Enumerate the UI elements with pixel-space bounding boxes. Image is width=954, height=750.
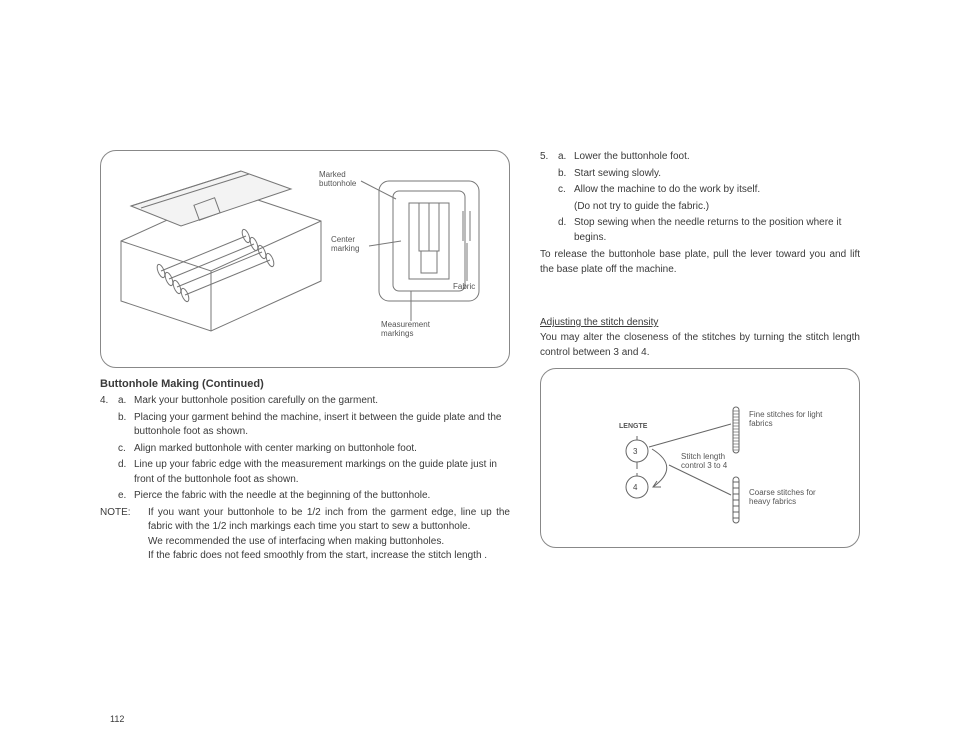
label-fabric: Fabric <box>453 283 475 292</box>
left-column: Marked buttonhole Center marking Fabric … <box>100 150 510 564</box>
sub-letter: d. <box>118 458 134 487</box>
sub-letter: a. <box>118 394 134 409</box>
sub-letter: e. <box>118 489 134 504</box>
step5a: Lower the buttonhole foot. <box>574 150 860 165</box>
label-coarse: Coarse stitches for heavy fabrics <box>749 489 839 507</box>
step4d: Line up your fabric edge with the measur… <box>134 458 510 487</box>
step-number: 5. <box>540 150 558 165</box>
adjust-text: You may alter the closeness of the stitc… <box>540 331 860 360</box>
step5c: Allow the machine to do the work by itse… <box>574 183 860 198</box>
step4e: Pierce the fabric with the needle at the… <box>134 489 510 504</box>
note-block: NOTE: If you want your buttonhole to be … <box>100 506 510 535</box>
figure-buttonhole-setup: Marked buttonhole Center marking Fabric … <box>100 150 510 368</box>
figure1-svg <box>101 151 511 369</box>
release-text: To release the buttonhole base plate, pu… <box>540 248 860 277</box>
note-label: NOTE: <box>100 506 148 535</box>
step5-list: 5. a. Lower the buttonhole foot. b. Star… <box>540 150 860 245</box>
label-lengte: LENGTE <box>619 423 647 431</box>
heading-buttonhole-continued: Buttonhole Making (Continued) <box>100 378 510 390</box>
sub-letter: a. <box>558 150 574 165</box>
label-marked-buttonhole: Marked buttonhole <box>319 171 356 189</box>
dial4-text: 4 <box>633 483 638 492</box>
note-p1: If you want your buttonhole to be 1/2 in… <box>148 506 510 535</box>
label-fine: Fine stitches for light fabrics <box>749 411 839 429</box>
step5b: Start sewing slowly. <box>574 167 860 182</box>
adjust-heading: Adjusting the stitch density <box>540 317 860 328</box>
step4c: Align marked buttonhole with center mark… <box>134 442 510 457</box>
note-p3: If the fabric does not feed smoothly fro… <box>148 549 510 564</box>
step4b: Placing your garment behind the machine,… <box>134 411 510 440</box>
label-measurement-markings: Measurement markings <box>381 321 430 339</box>
page-number: 112 <box>110 714 124 724</box>
sub-letter: b. <box>558 167 574 182</box>
right-column: 5. a. Lower the buttonhole foot. b. Star… <box>540 150 860 564</box>
label-control: Stitch length control 3 to 4 <box>681 453 751 471</box>
step5c2: (Do not try to guide the fabric.) <box>574 200 860 215</box>
note-p2: We recommended the use of interfacing wh… <box>148 535 510 550</box>
sub-letter: c. <box>558 183 574 198</box>
sub-letter: b. <box>118 411 134 440</box>
label-center-marking: Center marking <box>331 236 359 254</box>
sub-letter: d. <box>558 216 574 245</box>
sub-letter: c. <box>118 442 134 457</box>
dial3-text: 3 <box>633 447 638 456</box>
step4-list: 4. a. Mark your buttonhole position care… <box>100 394 510 504</box>
step4a: Mark your buttonhole position carefully … <box>134 394 510 409</box>
figure-stitch-density: 3 4 LENGTE Fine stitches for light fabri… <box>540 368 860 548</box>
step5d: Stop sewing when the needle returns to t… <box>574 216 860 245</box>
step-number: 4. <box>100 394 118 409</box>
